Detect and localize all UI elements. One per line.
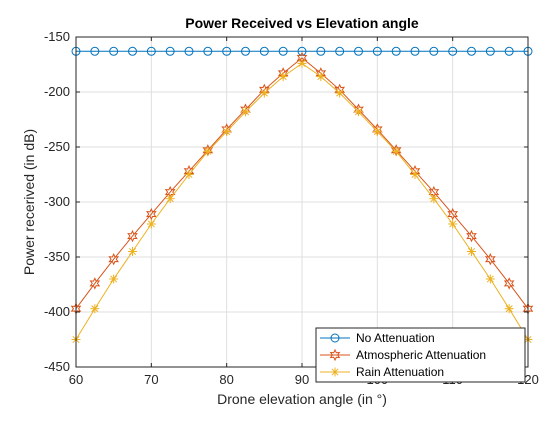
data-point bbox=[222, 46, 232, 56]
data-point bbox=[128, 247, 137, 256]
data-point bbox=[504, 46, 514, 56]
series-1 bbox=[71, 46, 533, 56]
data-point bbox=[203, 146, 213, 156]
data-point bbox=[108, 253, 120, 266]
legend-label: Rain Attenuation bbox=[356, 365, 444, 379]
data-point bbox=[165, 46, 175, 56]
data-point bbox=[90, 46, 100, 56]
data-point bbox=[297, 46, 307, 56]
data-point bbox=[372, 46, 382, 56]
y-tick-label: -250 bbox=[44, 139, 70, 154]
legend-marker bbox=[330, 333, 340, 343]
data-point bbox=[467, 247, 476, 256]
data-point bbox=[484, 253, 496, 266]
data-point bbox=[241, 46, 250, 56]
data-point bbox=[372, 127, 382, 137]
data-point bbox=[259, 88, 269, 98]
legend-entry: No Attenuation bbox=[320, 331, 435, 345]
data-point bbox=[504, 304, 514, 314]
data-point bbox=[429, 194, 439, 204]
x-tick-label: 60 bbox=[69, 372, 83, 387]
data-point bbox=[447, 207, 459, 221]
series-line bbox=[75, 57, 529, 309]
data-point bbox=[90, 304, 100, 314]
data-point bbox=[485, 46, 495, 56]
data-point bbox=[146, 219, 156, 229]
legend-marker bbox=[329, 348, 341, 362]
y-tick-label: -200 bbox=[44, 84, 70, 99]
data-point bbox=[127, 229, 138, 243]
data-point bbox=[203, 46, 213, 56]
data-point bbox=[278, 72, 288, 82]
y-tick-label: -450 bbox=[44, 359, 70, 374]
legend: No Attenuation Atmospheric Attenuation Rai… bbox=[315, 327, 526, 383]
data-point bbox=[316, 46, 326, 56]
data-point bbox=[145, 207, 157, 221]
x-axis-label: Drone elevation angle (in °) bbox=[217, 391, 387, 407]
data-point bbox=[485, 274, 495, 284]
data-point bbox=[109, 46, 119, 56]
data-point bbox=[429, 46, 439, 56]
x-tick-label: 80 bbox=[219, 372, 233, 387]
data-point bbox=[278, 46, 288, 56]
data-point bbox=[259, 46, 269, 56]
chart-title: Power Received vs Elevation angle bbox=[185, 15, 419, 31]
legend-label: Atmospheric Attenuation bbox=[356, 348, 486, 362]
data-point bbox=[354, 46, 363, 56]
data-point bbox=[222, 127, 232, 137]
data-point bbox=[146, 46, 156, 56]
data-point bbox=[391, 46, 401, 56]
data-point bbox=[184, 170, 194, 179]
series-2 bbox=[70, 51, 534, 315]
data-point bbox=[165, 194, 175, 204]
legend-box bbox=[315, 327, 526, 383]
y-tick-label: -150 bbox=[44, 29, 70, 44]
data-point bbox=[316, 72, 326, 82]
x-tick-label: 70 bbox=[144, 372, 158, 387]
data-point bbox=[184, 46, 194, 56]
data-point bbox=[335, 46, 345, 56]
legend-marker bbox=[330, 367, 340, 377]
y-axis-label: Power recerived (in dB) bbox=[21, 129, 37, 275]
data-point bbox=[466, 229, 477, 243]
data-point bbox=[467, 46, 476, 56]
legend-label: No Attenuation bbox=[356, 331, 435, 345]
data-point bbox=[448, 219, 458, 229]
legend-entry: Rain Attenuation bbox=[320, 365, 444, 379]
data-point bbox=[241, 107, 250, 117]
data-point bbox=[109, 274, 119, 284]
data-point bbox=[391, 146, 401, 156]
data-point bbox=[335, 88, 345, 98]
legend-entry: Atmospheric Attenuation bbox=[320, 348, 486, 362]
data-point bbox=[297, 58, 307, 68]
data-point bbox=[89, 277, 101, 290]
data-point bbox=[410, 46, 420, 56]
y-tick-label: -400 bbox=[44, 304, 70, 319]
data-point bbox=[410, 170, 420, 179]
data-point bbox=[503, 277, 515, 290]
data-point bbox=[354, 107, 363, 117]
y-tick-label: -350 bbox=[44, 249, 70, 264]
y-tick-label: -300 bbox=[44, 194, 70, 209]
data-point bbox=[128, 46, 137, 56]
data-point bbox=[448, 46, 458, 56]
x-tick-label: 90 bbox=[295, 372, 309, 387]
